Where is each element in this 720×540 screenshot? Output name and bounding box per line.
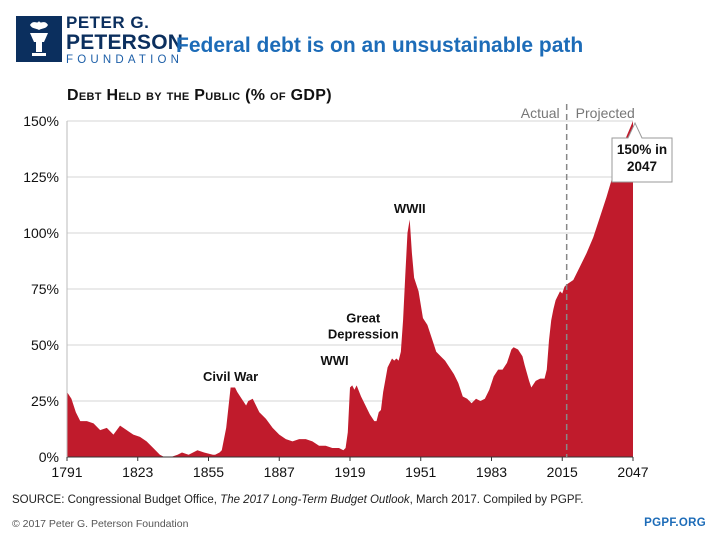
callout-box	[611, 121, 673, 183]
brand-logo: PETER G. PETERSON FOUNDATION	[66, 14, 183, 67]
x-tick-label: 2015	[547, 464, 578, 480]
source-title: The 2017 Long-Term Budget Outlook	[220, 494, 410, 506]
y-tick-label: 150%	[23, 113, 59, 129]
x-tick-label: 1855	[193, 464, 224, 480]
x-tick-label: 1823	[122, 464, 153, 480]
y-tick-label: 0%	[39, 449, 59, 465]
torch-logo-icon	[16, 16, 62, 62]
x-tick-label: 1951	[405, 464, 436, 480]
page-title: Federal debt is on an unsustainable path	[176, 34, 584, 57]
logo-line1: PETER G.	[66, 13, 150, 32]
callout-line2: 2047	[626, 159, 658, 174]
site-link[interactable]: PGPF.ORG	[644, 517, 706, 529]
y-tick-label: 100%	[23, 225, 59, 241]
source-prefix: SOURCE: Congressional Budget Office,	[12, 494, 221, 506]
x-tick-label: 1983	[476, 464, 507, 480]
y-tick-label: 125%	[23, 169, 59, 185]
callout-line1: 150% in	[616, 142, 668, 157]
logo-line3: FOUNDATION	[66, 54, 184, 66]
header: PETER G. PETERSON FOUNDATION Federal deb…	[0, 0, 720, 80]
projected-label: Projected	[576, 105, 635, 121]
y-tick-label: 75%	[31, 281, 59, 297]
actual-label: Actual	[521, 105, 560, 121]
callout-text: 150% in 2047	[615, 141, 669, 175]
annotation-label: WWI	[320, 353, 348, 368]
x-tick-label: 1791	[51, 464, 82, 480]
source-suffix: , March 2017. Compiled by PGPF.	[409, 494, 584, 506]
annotation-label: Depression	[328, 326, 399, 341]
copyright: © 2017 Peter G. Peterson Foundation	[12, 518, 189, 530]
debt-area-series	[67, 121, 633, 457]
x-tick-label: 2047	[617, 464, 648, 480]
x-tick-label: 1919	[334, 464, 365, 480]
y-tick-label: 25%	[31, 393, 59, 409]
source-note: SOURCE: Congressional Budget Office, The…	[12, 494, 583, 506]
logo-line2: PETERSON	[66, 31, 184, 54]
y-tick-label: 50%	[31, 337, 59, 353]
annotation-label: WWII	[394, 201, 426, 216]
annotation-label: Great	[346, 311, 381, 326]
x-tick-label: 1887	[264, 464, 295, 480]
annotation-label: Civil War	[203, 369, 258, 384]
chart-title: Debt Held by the Public (% of GDP)	[67, 87, 332, 104]
